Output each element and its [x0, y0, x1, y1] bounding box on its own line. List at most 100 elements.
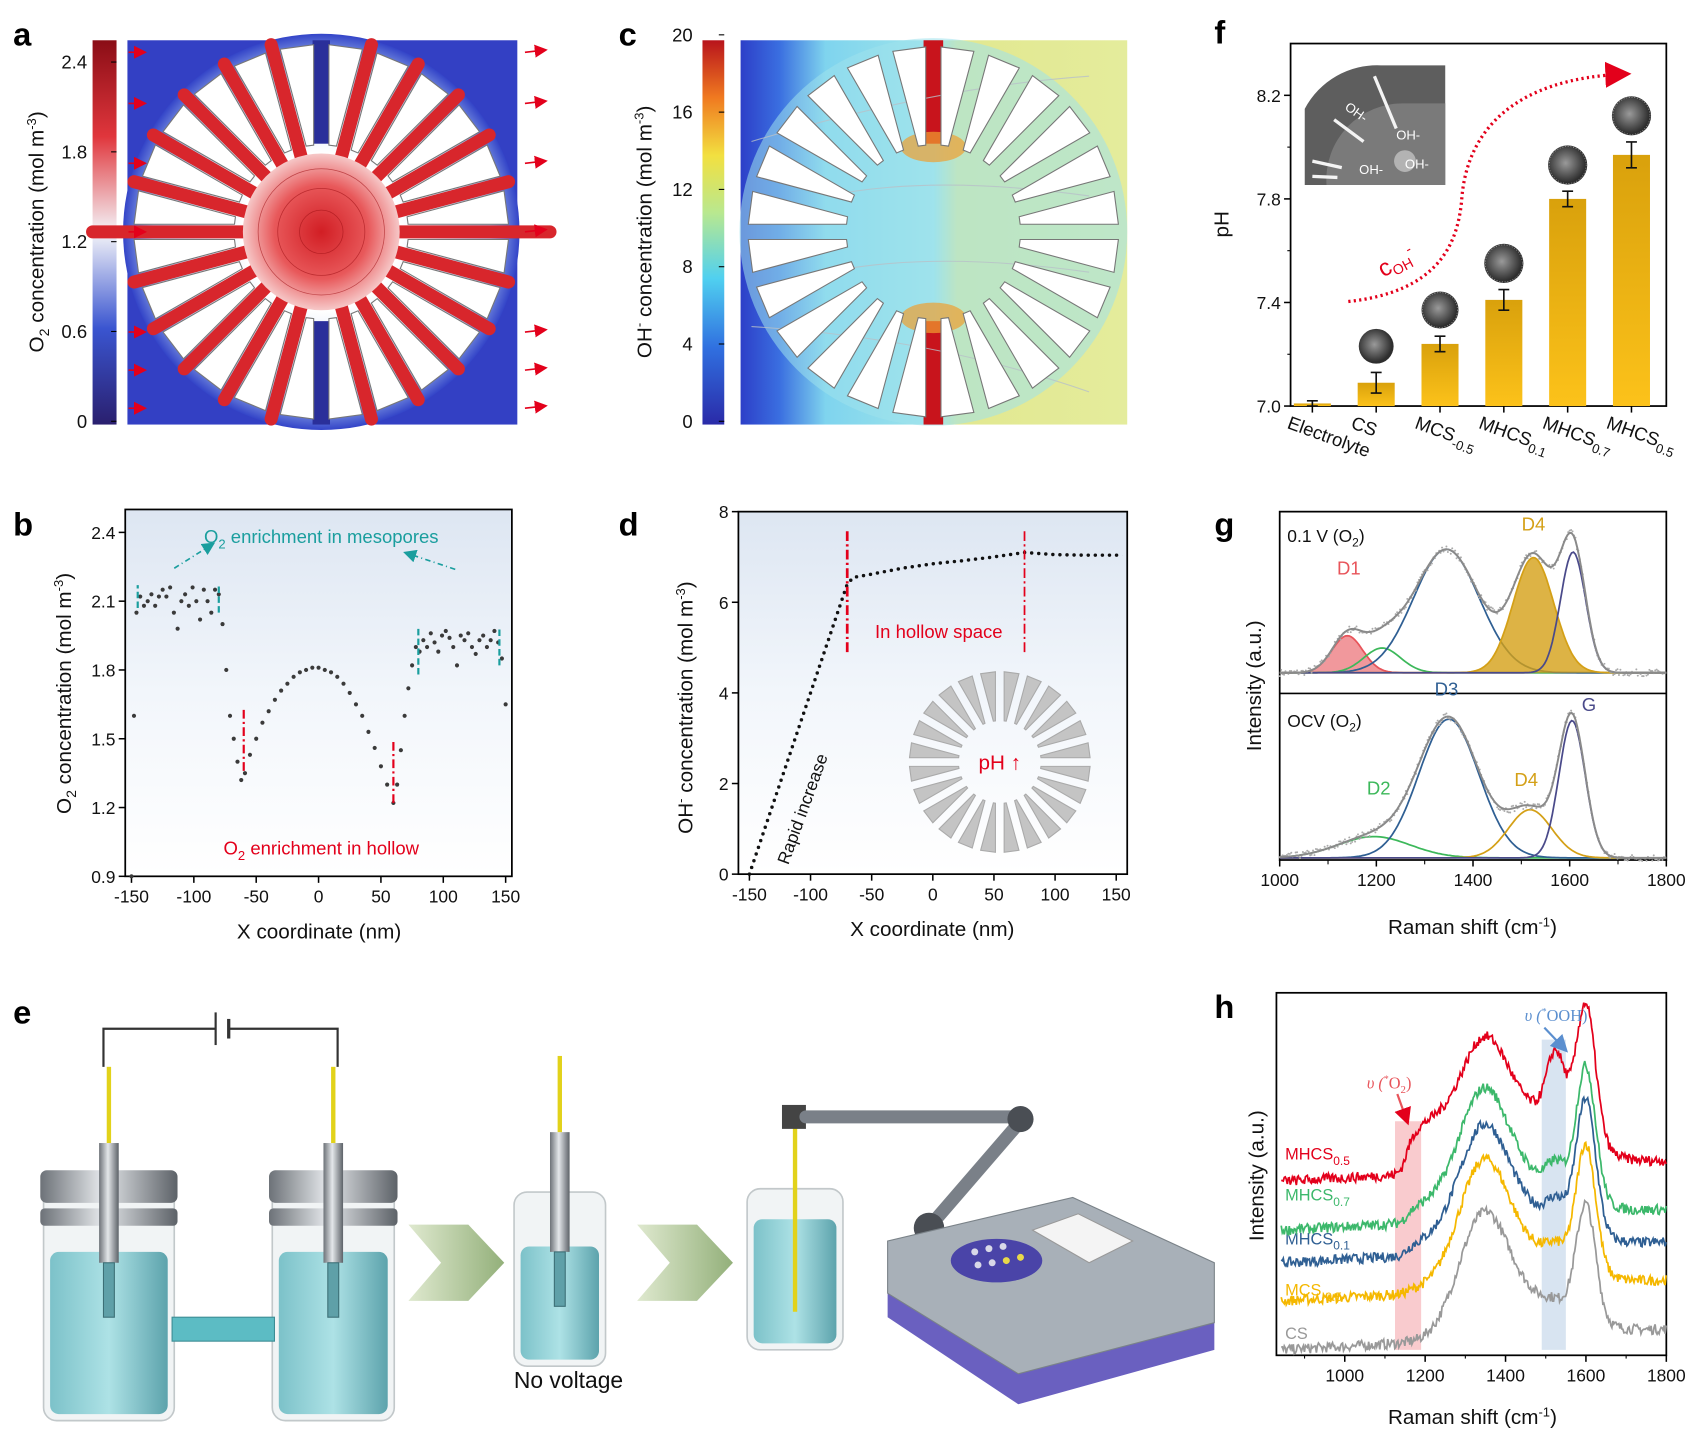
data-point — [451, 644, 456, 650]
data-point — [134, 610, 139, 615]
map-a-wedge — [350, 310, 410, 412]
data-point — [209, 610, 214, 615]
panel-label-c: c — [619, 16, 637, 53]
map-a-wedge — [193, 297, 273, 391]
process-arrow — [637, 1224, 733, 1301]
spectrum-line — [1280, 1095, 1667, 1269]
data-point — [421, 638, 426, 643]
raw-data-point — [1648, 668, 1651, 671]
raw-data-point — [1306, 849, 1309, 852]
flux-arrow — [524, 324, 548, 338]
raw-data-point — [1348, 836, 1351, 839]
data-point — [156, 594, 161, 599]
raw-data-point — [1571, 530, 1574, 533]
raw-data-point — [1441, 546, 1444, 549]
raw-data-point — [1658, 858, 1661, 861]
bar — [1421, 343, 1459, 407]
ylabel-h: Intensity (a.u.) — [1245, 1110, 1268, 1241]
error-bar — [1562, 190, 1574, 208]
raw-data-point — [1654, 858, 1657, 861]
data-point — [436, 649, 441, 654]
particle-texture — [1612, 96, 1651, 135]
data-point — [266, 709, 271, 714]
map-a-contour — [257, 168, 385, 296]
colorbar-tick-label: 0 — [77, 411, 87, 432]
axes-frame — [1289, 42, 1668, 407]
category-label-main: MHCS — [1476, 412, 1534, 450]
raw-data-point — [1430, 562, 1433, 565]
raw-data-point — [1449, 552, 1452, 555]
raw-data-point — [1323, 845, 1326, 848]
inset-ring-wedge — [913, 776, 963, 805]
ylabel-c: OH- concentration (mol m-3) — [632, 106, 657, 359]
data-point — [443, 628, 448, 634]
raw-data-point — [1445, 545, 1448, 548]
y-tick-label: 7.0 — [1257, 397, 1281, 417]
map-a-wedge — [141, 144, 244, 203]
raw-data-point — [1616, 668, 1619, 671]
colorbar-tick-label: 0 — [682, 411, 692, 432]
ph-probe — [792, 1121, 798, 1312]
raw-data-point — [1609, 856, 1612, 859]
map-c-wedge — [755, 261, 856, 319]
data-point — [492, 628, 497, 634]
ylabel-a: O2 concentration (mol m-3) — [24, 111, 52, 352]
raw-data-point — [1351, 840, 1354, 843]
data-point — [247, 752, 253, 757]
category-label: MHCS0.1 — [1475, 412, 1552, 461]
data-point — [385, 782, 390, 787]
panel-label-b: b — [13, 506, 33, 543]
map-c-wedge — [776, 105, 868, 183]
data-point — [347, 690, 352, 695]
data-point — [285, 681, 290, 686]
inset-ring-wedge — [1031, 785, 1077, 824]
raw-data-point — [1396, 611, 1399, 614]
map-c-wedge — [892, 46, 927, 147]
y-tick-label: 0.9 — [91, 867, 115, 887]
data-point — [372, 745, 377, 750]
caption-no-voltage: No voltage — [514, 1367, 623, 1393]
raw-data-point — [1364, 835, 1367, 838]
raw-data-point — [1535, 807, 1538, 810]
x-tick-label: -100 — [176, 886, 211, 906]
x-tick-label: 1600 — [1550, 870, 1589, 890]
y-tick-label: 1.8 — [91, 661, 115, 681]
colorbar-c — [702, 40, 725, 425]
annotation-mesopores: O2 enrichment in mesopores — [204, 526, 439, 551]
meter-button — [974, 1261, 982, 1269]
x-tick-label: -50 — [859, 884, 884, 904]
raw-data-point — [1446, 551, 1449, 553]
x-tick-label: 1400 — [1486, 1365, 1525, 1385]
map-c-wedge — [846, 54, 905, 154]
data-point — [220, 622, 225, 627]
raw-data-point — [1652, 854, 1655, 857]
raw-data-point — [1654, 669, 1657, 672]
probe-holder — [781, 1104, 806, 1129]
category-label-sub: 0.1 — [1526, 440, 1548, 460]
category-label-sub: -0.5 — [1450, 436, 1476, 458]
raw-data-point — [1304, 851, 1307, 854]
series-label: CS — [1285, 1325, 1308, 1343]
map-c-wedge — [940, 46, 975, 147]
ylabel-f: pH — [1211, 211, 1234, 237]
data-point — [466, 631, 471, 636]
raw-data-point — [1491, 607, 1494, 610]
raw-data-point — [1613, 853, 1616, 855]
raw-data-point — [1636, 674, 1639, 677]
data-point — [402, 713, 407, 718]
x-tick-label: 100 — [1041, 884, 1070, 904]
flux-arrow — [524, 95, 548, 109]
map-a-channel-high-o2 — [146, 128, 262, 201]
y-tick-label: 2.4 — [91, 523, 116, 543]
inset-oh-diffusion-image: OH- OH- OH- OH- — [1304, 65, 1446, 186]
peak-label-d1: D1 — [1337, 557, 1361, 578]
data-point — [168, 585, 173, 590]
data-point — [129, 874, 134, 879]
map-a-wedge — [406, 238, 510, 274]
map-a-hollow-core — [242, 153, 400, 311]
map-a-wedge — [133, 238, 237, 274]
electrochemical-cell-left — [40, 1066, 178, 1422]
map-a-channel-high-o2 — [352, 57, 425, 173]
data-point — [481, 633, 486, 638]
raw-data-point — [1619, 668, 1622, 671]
